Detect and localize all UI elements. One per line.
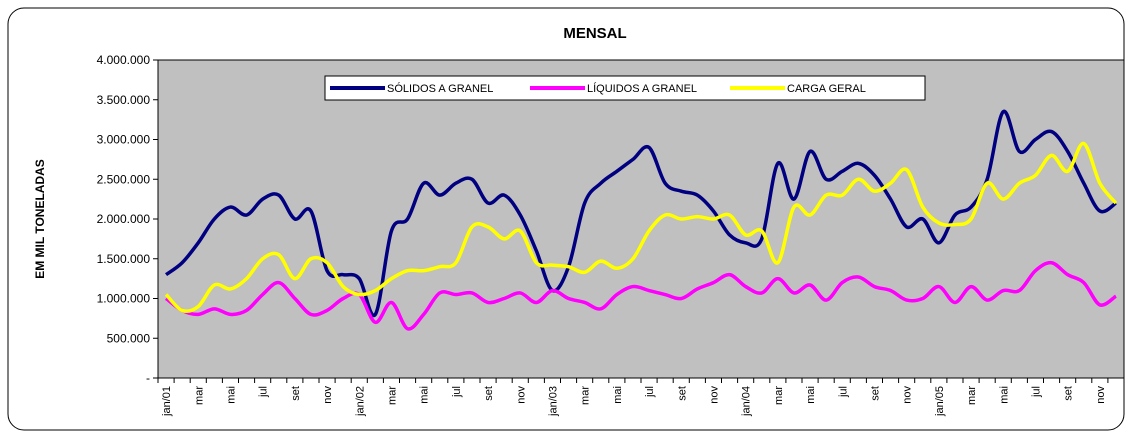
x-tick-label: nov (902, 386, 914, 404)
y-tick-label: 3.500.000 (97, 93, 151, 107)
x-tick-label: jan/02 (354, 386, 366, 417)
x-tick-label: mar (773, 386, 785, 405)
x-tick-label: jul (837, 386, 849, 398)
x-tick-label: set (869, 386, 881, 401)
legend-label: CARGA GERAL (787, 83, 866, 95)
y-tick-label: 3.000.000 (97, 133, 151, 147)
x-tick-label: set (1063, 386, 1075, 401)
y-tick-label: 4.000.000 (97, 53, 151, 67)
series-line (164, 141, 1118, 313)
x-tick-label: jan/01 (161, 386, 173, 417)
x-tick-label: set (290, 386, 302, 401)
legend-label: SÓLIDOS A GRANEL (387, 82, 493, 95)
x-tick-label: nov (708, 386, 720, 404)
series-line (164, 260, 1117, 331)
x-tick-label: jul (258, 386, 270, 398)
x-tick-label: mar (193, 386, 205, 405)
x-tick-label: mar (580, 386, 592, 405)
x-tick-label: nov (515, 386, 527, 404)
y-tick-label: 500.000 (107, 331, 151, 345)
y-tick-label: 1.000.000 (97, 292, 151, 306)
x-tick-label: set (676, 386, 688, 401)
x-tick-label: jan/04 (741, 386, 753, 417)
x-tick-label: set (483, 386, 495, 401)
x-tick-label: jul (644, 386, 656, 398)
y-tick-label: - (146, 371, 150, 385)
x-tick-label: nov (322, 386, 334, 404)
x-tick-label: nov (1095, 386, 1107, 404)
x-tick-label: mai (225, 386, 237, 404)
x-tick-label: jul (451, 386, 463, 398)
legend-label: LÍQUIDOS A GRANEL (587, 82, 697, 95)
x-tick-label: jan/05 (934, 386, 946, 417)
x-tick-label: jul (1030, 386, 1042, 398)
x-tick-label: mai (998, 386, 1010, 404)
y-tick-label: 1.500.000 (97, 252, 151, 266)
y-tick-label: 2.000.000 (97, 212, 151, 226)
x-tick-label: mai (419, 386, 431, 404)
y-axis-label: EM MIL TONELADAS (33, 159, 47, 279)
chart-title: MENSAL (563, 25, 626, 42)
plot-area (157, 59, 1125, 379)
legend (324, 75, 926, 101)
x-tick-label: mar (966, 386, 978, 405)
x-tick-label: mar (386, 386, 398, 405)
y-tick-label: 2.500.000 (97, 172, 151, 186)
x-tick-label: jan/03 (547, 386, 559, 417)
x-tick-label: mai (805, 386, 817, 404)
x-tick-label: mai (612, 386, 624, 404)
series-line (165, 109, 1117, 318)
